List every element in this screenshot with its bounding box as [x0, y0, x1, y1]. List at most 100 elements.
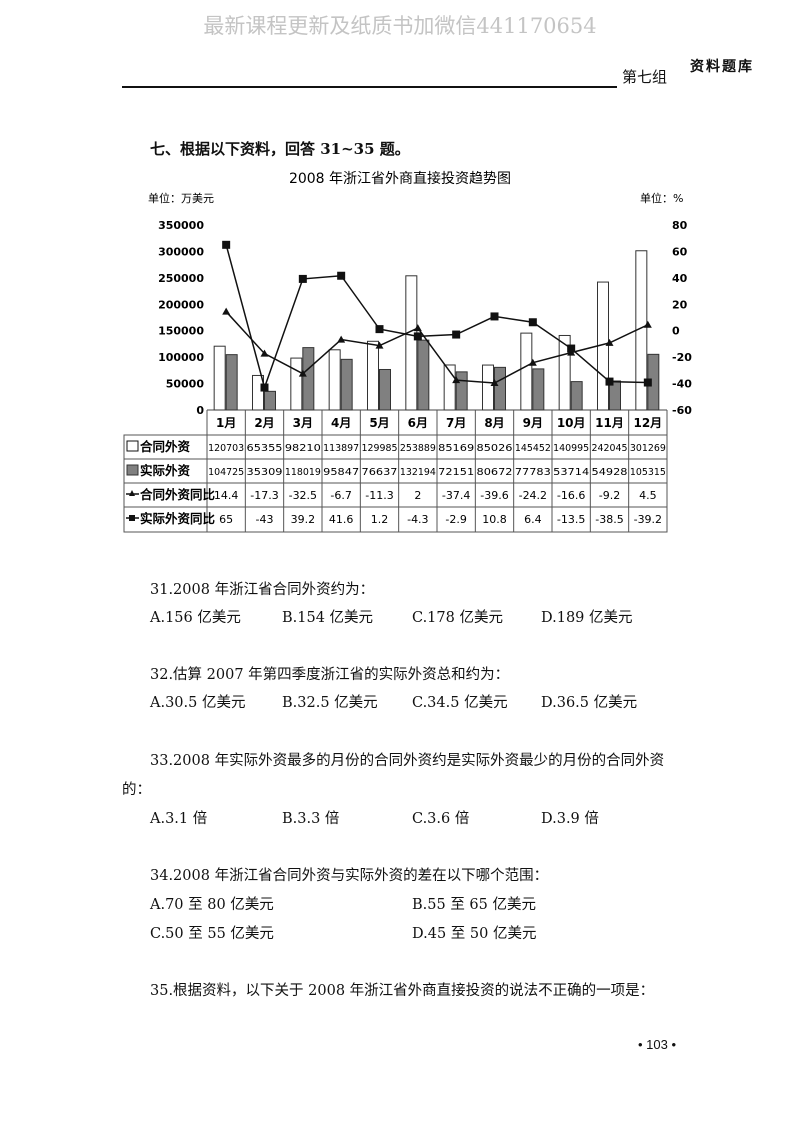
right-unit: 单位：%: [640, 191, 683, 205]
table-cell: 132194: [400, 467, 436, 478]
table-cell: 6.4: [524, 513, 542, 526]
marker-square: [490, 312, 499, 321]
marker-triangle: [413, 324, 422, 332]
legend-swatch-actual: [126, 464, 139, 476]
chart: 2008 年浙江省外商直接投资趋势图 单位：万美元 单位：% 0 50000 100…: [123, 170, 692, 533]
table-cell: 120703: [208, 443, 244, 454]
table-cell: 113897: [323, 443, 359, 454]
question-stem: 35.根据资料，以下关于 2008 年浙江省外商直接投资的说法不正确的一项是：: [150, 983, 655, 999]
answer-option: C.178 亿美元: [412, 610, 503, 626]
marker-triangle: [490, 379, 499, 387]
category-label: 11月: [595, 416, 624, 430]
table-cell: 65: [219, 513, 233, 526]
answer-option: B.32.5 亿美元: [282, 695, 378, 711]
table-cell: -9.2: [599, 489, 620, 502]
category-label: 3月: [293, 416, 313, 430]
table-cell: -17.3: [250, 489, 278, 502]
marker-square: [222, 240, 231, 249]
left-tick-label: 350000: [158, 219, 204, 232]
table-cell: 39.2: [291, 513, 316, 526]
answer-option: C.3.6 倍: [412, 811, 470, 827]
table-cell: -6.7: [330, 489, 351, 502]
table-cell: -24.2: [519, 489, 547, 502]
category-label: 10月: [557, 416, 586, 430]
left-tick-label: 250000: [158, 272, 204, 285]
legend-triangle: [129, 490, 135, 496]
right-tick-label: 20: [672, 298, 688, 311]
marker-square: [567, 344, 576, 353]
category-label: 9月: [523, 416, 543, 430]
legend-square: [129, 515, 135, 521]
table-cell: -37.4: [442, 489, 470, 502]
answer-option: B.3.3 倍: [282, 811, 340, 827]
table-cell: -38.5: [595, 513, 623, 526]
marker-square: [452, 330, 461, 339]
bar-合同外资: [558, 334, 571, 411]
bar-合同外资: [482, 364, 494, 411]
bar-合同外资: [290, 357, 303, 411]
answer-option: A.30.5 亿美元: [150, 695, 246, 711]
category-label: 7月: [446, 416, 466, 430]
marker-triangle: [337, 335, 346, 343]
marker-square: [528, 318, 537, 327]
legend-label: 实际外资: [140, 463, 191, 478]
left-tick-label: 0: [196, 404, 204, 417]
table-cell: 1.2: [371, 513, 389, 526]
answer-option: C.34.5 亿美元: [412, 695, 508, 711]
answer-option: B.55 至 65 亿美元: [412, 897, 536, 913]
bar-合同外资: [213, 345, 226, 411]
left-tick-label: 300000: [158, 245, 204, 258]
table-cell: 80672: [477, 467, 513, 478]
table-cell: -39.2: [634, 513, 662, 526]
answer-option: A.70 至 80 亿美元: [150, 897, 274, 913]
marker-triangle: [298, 369, 307, 377]
answer-option: D.45 至 50 亿美元: [412, 926, 537, 942]
answer-option: D.36.5 亿美元: [541, 695, 638, 711]
table-cell: 253889: [400, 443, 436, 454]
table-cell: -32.5: [289, 489, 317, 502]
table-cell: 10.8: [482, 513, 507, 526]
right-tick-label: 80: [672, 219, 688, 232]
left-tick-label: 100000: [158, 351, 204, 364]
category-label: 1月: [216, 416, 236, 430]
category-label: 4月: [331, 416, 351, 430]
bar-合同外资: [405, 275, 418, 411]
bar-实际外资: [494, 366, 506, 411]
marker-square: [298, 274, 307, 283]
bar-合同外资: [367, 340, 379, 411]
category-label: 6月: [408, 416, 428, 430]
table-cell: 129985: [362, 443, 398, 454]
marker-triangle: [260, 349, 269, 357]
table-cell: 140995: [553, 443, 589, 454]
bar-实际外资: [455, 371, 468, 411]
table-cell: 95847: [323, 467, 359, 478]
marker-triangle: [605, 338, 614, 346]
table-cell: -4.3: [407, 513, 428, 526]
bar-实际外资: [532, 368, 545, 411]
table-cell: 76637: [362, 467, 398, 478]
left-unit: 单位：万美元: [148, 191, 214, 205]
legend-label: 实际外资同比: [140, 511, 216, 526]
question-stem-continued: 的：: [122, 782, 151, 798]
answer-option: A.3.1 倍: [150, 811, 208, 827]
bar-合同外资: [520, 332, 533, 411]
marker-triangle: [375, 341, 384, 349]
question-stem: 34.2008 年浙江省合同外资与实际外资的差在以下哪个范围：: [150, 868, 549, 884]
marker-square: [643, 378, 652, 387]
question-stem: 31.2008 年浙江省合同外资约为：: [150, 582, 375, 598]
marker-triangle: [452, 376, 461, 384]
header-section: 第七组: [622, 68, 668, 86]
bar-实际外资: [302, 347, 315, 411]
line-实际外资同比: [225, 244, 648, 391]
table-cell: 104725: [208, 467, 244, 478]
bar-实际外资: [570, 381, 583, 411]
left-tick-label: 200000: [158, 298, 204, 311]
table-cell: -11.3: [365, 489, 393, 502]
table-cell: 41.6: [329, 513, 354, 526]
right-tick-label: -20: [672, 351, 692, 364]
table-cell: 72151: [438, 467, 474, 478]
table-cell: 2: [414, 489, 421, 502]
marker-square: [605, 377, 614, 386]
right-tick-label: -40: [672, 378, 692, 391]
